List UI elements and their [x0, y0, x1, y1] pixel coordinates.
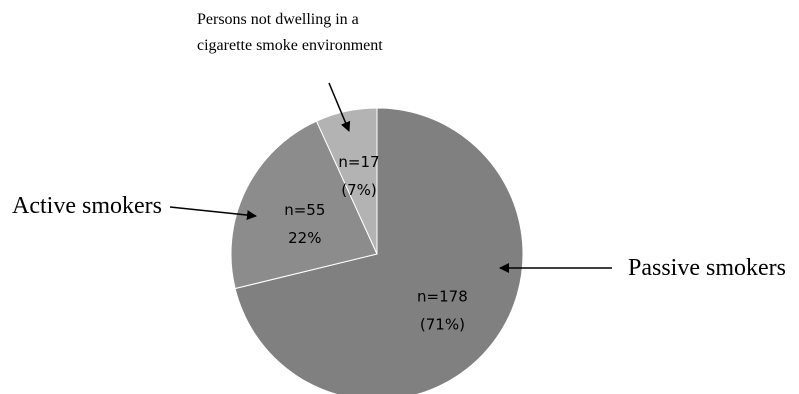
pie-slices: [230, 107, 524, 394]
slice-percent-label-2: (7%): [341, 181, 377, 199]
callouts: Passive smokers Active smokers Persons not…: [12, 11, 786, 281]
slice-count-label-2: n=17: [338, 153, 379, 171]
arrow-active-smokers: [169, 206, 257, 221]
slice-percent-label-1: 22%: [288, 229, 321, 247]
slice-labels: n=178 (71%) n=55 22% n=17 (7%): [284, 153, 468, 333]
arrow-non-smoke-environment: [328, 82, 351, 132]
callout-active-smokers: Active smokers: [12, 193, 162, 219]
slice-percent-label-0: (71%): [420, 315, 465, 333]
pie-slice-2: [315, 107, 378, 255]
callout-non-smoke-environment-line-0: Persons not dwelling in a: [197, 11, 359, 28]
callout-passive-smokers: Passive smokers: [628, 255, 786, 281]
slice-count-label-1: n=55: [284, 201, 325, 219]
slice-count-label-0: n=178: [417, 287, 468, 305]
pie-slice-0: [234, 107, 524, 394]
pie-slice-1: [230, 120, 378, 290]
callout-non-smoke-environment-line-1: cigarette smoke environment: [197, 37, 383, 54]
